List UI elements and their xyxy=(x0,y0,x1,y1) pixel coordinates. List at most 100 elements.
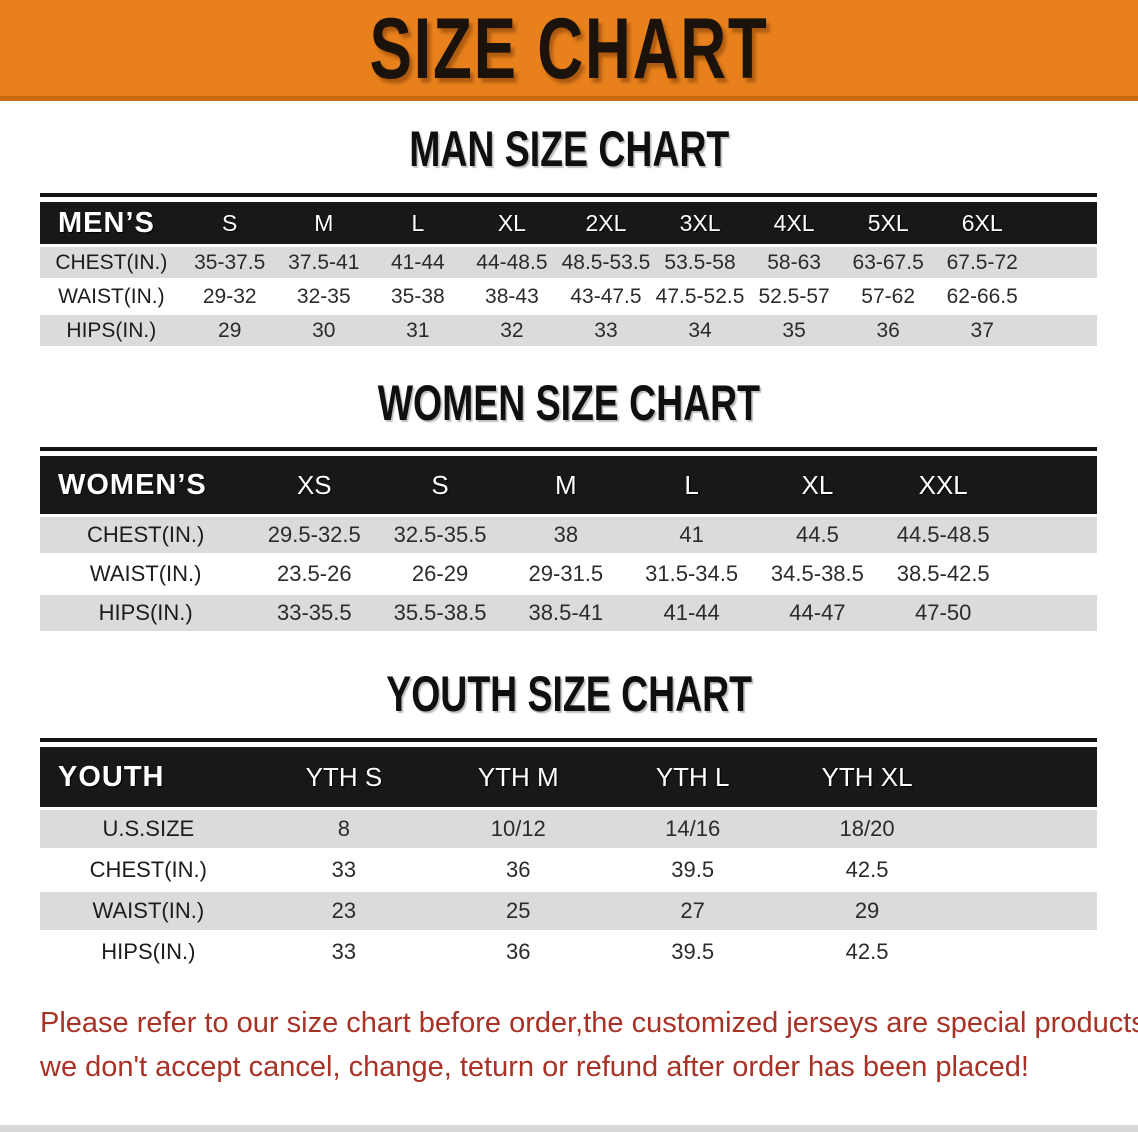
table-row: CHEST(IN.) 33 36 39.5 42.5 xyxy=(40,851,1097,889)
size-column-header: M xyxy=(276,202,371,244)
table-row: WAIST(IN.) 29-32 32-35 35-38 38-43 43-47.5 47.… xyxy=(40,281,1097,312)
banner-title: SIZE CHART xyxy=(369,0,769,97)
size-value-cell: 47-50 xyxy=(880,595,1007,631)
size-column-header: XL xyxy=(464,202,559,244)
measurement-row-label: HIPS(IN.) xyxy=(40,595,252,631)
order-disclaimer: Please refer to our size chart before or… xyxy=(40,1002,1138,1089)
group-label: MEN’S xyxy=(40,202,183,244)
group-label: YOUTH xyxy=(40,747,257,807)
size-value-cell: 52.5-57 xyxy=(747,281,842,312)
size-value-cell: 57-62 xyxy=(841,281,936,312)
measurement-row-label: HIPS(IN.) xyxy=(40,933,257,971)
spacer-cell xyxy=(954,747,1097,807)
size-value-cell: 41-44 xyxy=(628,595,755,631)
size-value-cell: 29 xyxy=(779,892,955,930)
size-value-cell: 35-37.5 xyxy=(182,247,277,278)
size-value-cell: 14/16 xyxy=(605,810,780,848)
size-value-cell: 23.5-26 xyxy=(251,556,378,592)
size-value-cell: 32.5-35.5 xyxy=(377,517,503,553)
spacer-cell xyxy=(1029,315,1097,346)
size-value-cell: 53.5-58 xyxy=(653,247,748,278)
size-column-header: 3XL xyxy=(653,202,748,244)
women-size-section: WOMEN SIZE CHART WOMEN’S XS S M L XL XXL CHEST(… xyxy=(0,376,1138,634)
size-column-header: YTH L xyxy=(605,747,780,807)
measurement-row-label: U.S.SIZE xyxy=(40,810,257,848)
size-value-cell: 32-35 xyxy=(276,281,371,312)
size-value-cell: 30 xyxy=(276,315,371,346)
size-value-cell: 63-67.5 xyxy=(841,247,936,278)
size-value-cell: 67.5-72 xyxy=(935,247,1030,278)
youth-size-chart-heading: YOUTH SIZE CHART xyxy=(386,666,752,723)
size-column-header: 6XL xyxy=(935,202,1030,244)
size-column-header: 4XL xyxy=(747,202,842,244)
size-column-header: 2XL xyxy=(558,202,653,244)
spacer-cell xyxy=(1006,517,1097,553)
spacer-cell xyxy=(954,892,1097,930)
group-label: WOMEN’S xyxy=(40,456,252,514)
size-column-header: XL xyxy=(754,456,881,514)
table-row: HIPS(IN.) 33 36 39.5 42.5 xyxy=(40,933,1097,971)
size-value-cell: 48.5-53.5 xyxy=(558,247,653,278)
size-value-cell: 38 xyxy=(502,517,629,553)
size-value-cell: 41 xyxy=(628,517,755,553)
size-value-cell: 62-66.5 xyxy=(935,281,1030,312)
size-chart-banner: SIZE CHART xyxy=(0,0,1138,101)
size-value-cell: 18/20 xyxy=(779,810,955,848)
size-value-cell: 8 xyxy=(256,810,432,848)
man-size-chart-heading: MAN SIZE CHART xyxy=(409,121,729,178)
size-column-header: 5XL xyxy=(841,202,936,244)
measurement-row-label: WAIST(IN.) xyxy=(40,281,183,312)
size-value-cell: 33 xyxy=(256,933,432,971)
spacer-cell xyxy=(954,810,1097,848)
spacer-cell xyxy=(1006,595,1097,631)
measurement-row-label: WAIST(IN.) xyxy=(40,556,252,592)
spacer-cell xyxy=(1029,281,1097,312)
man-size-section: MAN SIZE CHART MEN’S S M L XL 2XL 3XL 4XL 5XL 6XL… xyxy=(0,121,1138,349)
size-column-header: S xyxy=(182,202,277,244)
size-value-cell: 33 xyxy=(256,851,432,889)
spacer-cell xyxy=(1029,247,1097,278)
size-value-cell: 37.5-41 xyxy=(276,247,371,278)
table-row: WAIST(IN.) 23.5-26 26-29 29-31.5 31.5-34.5 34… xyxy=(40,556,1097,592)
measurement-row-label: HIPS(IN.) xyxy=(40,315,183,346)
table-row: U.S.SIZE 8 10/12 14/16 18/20 xyxy=(40,810,1097,848)
size-value-cell: 25 xyxy=(431,892,606,930)
youth-size-section: YOUTH SIZE CHART YOUTH YTH S YTH M YTH L YTH… xyxy=(0,666,1138,974)
size-value-cell: 36 xyxy=(841,315,936,346)
size-value-cell: 29-32 xyxy=(182,281,277,312)
size-value-cell: 58-63 xyxy=(747,247,842,278)
spacer-cell xyxy=(1029,202,1097,244)
size-value-cell: 39.5 xyxy=(605,933,780,971)
women-size-table: WOMEN’S XS S M L XL XXL CHEST(IN.) 29.5-32.5 32.5… xyxy=(40,447,1097,634)
size-value-cell: 44.5 xyxy=(754,517,881,553)
size-value-cell: 44.5-48.5 xyxy=(880,517,1007,553)
spacer-cell xyxy=(954,933,1097,971)
spacer-cell xyxy=(1006,556,1097,592)
size-column-header: YTH M xyxy=(431,747,606,807)
measurement-row-label: CHEST(IN.) xyxy=(40,247,183,278)
size-value-cell: 42.5 xyxy=(779,851,955,889)
size-value-cell: 26-29 xyxy=(377,556,503,592)
size-value-cell: 42.5 xyxy=(779,933,955,971)
size-value-cell: 33 xyxy=(558,315,653,346)
size-value-cell: 34 xyxy=(653,315,748,346)
size-value-cell: 38.5-42.5 xyxy=(880,556,1007,592)
size-value-cell: 36 xyxy=(431,933,606,971)
measurement-row-label: CHEST(IN.) xyxy=(40,517,252,553)
size-value-cell: 38.5-41 xyxy=(502,595,629,631)
size-value-cell: 34.5-38.5 xyxy=(754,556,881,592)
size-value-cell: 43-47.5 xyxy=(558,281,653,312)
size-value-cell: 44-48.5 xyxy=(464,247,559,278)
size-value-cell: 39.5 xyxy=(605,851,780,889)
size-column-header: XS xyxy=(251,456,378,514)
size-column-header: M xyxy=(502,456,629,514)
size-value-cell: 23 xyxy=(256,892,432,930)
size-value-cell: 44-47 xyxy=(754,595,881,631)
measurement-row-label: CHEST(IN.) xyxy=(40,851,257,889)
size-value-cell: 31 xyxy=(370,315,465,346)
measurement-row-label: WAIST(IN.) xyxy=(40,892,257,930)
disclaimer-line-2: we don't accept cancel, change, teturn o… xyxy=(40,1050,1029,1083)
size-value-cell: 29 xyxy=(182,315,277,346)
size-column-header: L xyxy=(628,456,755,514)
table-row: CHEST(IN.) 29.5-32.5 32.5-35.5 38 41 44.5 44.5… xyxy=(40,517,1097,553)
